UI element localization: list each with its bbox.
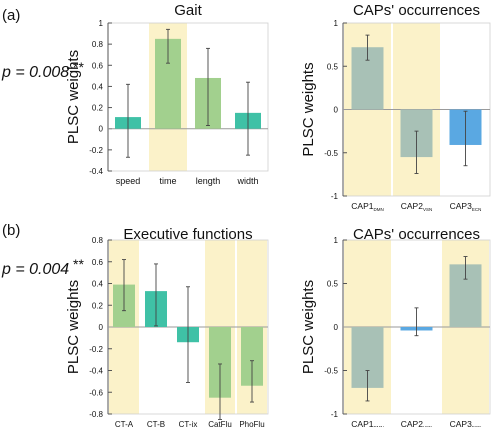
- panel-a-category-label: time: [159, 176, 176, 186]
- panel-c-ytick-label: -0.4: [89, 367, 103, 376]
- row-b-significance-stars: **: [73, 256, 84, 272]
- panel-c-ytick-label: 0: [99, 323, 104, 332]
- panel-a-ytick-label: 0.2: [92, 104, 104, 113]
- panel-b-ytick-label: 0: [334, 106, 339, 115]
- panel-c-category-label: CatFlu: [208, 420, 232, 427]
- panel-c-ylabel: PLSC weights: [65, 280, 82, 374]
- panel-b-ytick-label: 0.5: [327, 62, 339, 71]
- panel-c-ytick-label: 0.2: [92, 301, 104, 310]
- panel-c-title: Executive functions: [123, 226, 252, 243]
- row-b-label: (b): [2, 222, 20, 239]
- panel-a-title: Gait: [174, 2, 202, 19]
- panel-a-ytick-label: 1: [99, 19, 104, 28]
- panel-c-ytick-label: 0.8: [92, 236, 104, 245]
- panel-c-ytick-label: -0.6: [89, 388, 103, 397]
- panel-c-bar-5: [241, 327, 263, 386]
- panel-b-category-label: CAP2VSN: [401, 201, 432, 212]
- panel-a-category-label: width: [236, 176, 258, 186]
- panel-d-ylabel: PLSC weights: [300, 280, 317, 374]
- panel-a-axes-frame: [107, 22, 269, 172]
- panel-b-category-label: CAP3ECN: [450, 201, 482, 212]
- panel-c-category-label: CT-ix: [179, 420, 198, 427]
- panel-d-category-label: CAP1DMN: [351, 419, 383, 427]
- panel-d-title: CAPs' occurrences: [353, 226, 480, 243]
- panel-a-ylabel: PLSC weights: [65, 50, 82, 144]
- panel-d-ytick-label: 0: [334, 323, 339, 332]
- panel-c-ytick-label: 0.4: [92, 280, 104, 289]
- row-a-p-value: p = 0.008: [1, 64, 69, 81]
- panel-d-category-label: CAP3ECN: [450, 419, 482, 427]
- panel-a: -0.4 -0.2 0 0.2 0.4 0.6 0.8 1 speed time length wid…: [65, 2, 269, 186]
- panel-a-ytick-label: 0.8: [92, 40, 104, 49]
- panel-a-ytick-label: -0.4: [89, 167, 103, 176]
- panel-a-category-label: length: [196, 176, 221, 186]
- panel-a-ytick-label: -0.2: [89, 146, 103, 155]
- panel-a-ytick-label: 0.6: [92, 61, 104, 70]
- panel-c-ytick-label: 0.6: [92, 258, 104, 267]
- panel-b-title: CAPs' occurrences: [353, 2, 480, 19]
- panel-b-ytick-label: 1: [334, 19, 339, 28]
- panel-a-ytick-label: 0.4: [92, 82, 104, 91]
- panel-c-category-label: CT-A: [115, 420, 134, 427]
- chart-panels: -0.4 -0.2 0 0.2 0.4 0.6 0.8 1 speed time length wid…: [65, 2, 491, 427]
- panel-b-ytick-label: -1: [331, 192, 339, 201]
- panel-d-category-label: CAP2VSN: [401, 419, 432, 427]
- panel-a-category-label: speed: [116, 176, 141, 186]
- panel-c: -0.8 -0.6 -0.4 -0.2 0 0.2 0.4 0.6 0.8 CT-A CT-B CT-…: [65, 226, 269, 427]
- panel-c-category-label: PhoFlu: [239, 420, 264, 427]
- panel-c-category-label: CT-B: [147, 420, 165, 427]
- row-a-significance-stars: **: [73, 59, 84, 75]
- panel-b-ytick-label: -0.5: [324, 149, 338, 158]
- panel-b: -1 -0.5 0 0.5 1 CAP1DMN CAP2VSN CAP3ECN CAPs' oc…: [300, 2, 491, 212]
- panel-c-bar-4: [209, 327, 231, 398]
- panel-b-ylabel: PLSC weights: [300, 62, 317, 156]
- panel-d-ytick-label: 1: [334, 236, 339, 245]
- panel-d-ytick-label: 0.5: [327, 280, 339, 289]
- panel-c-ytick-label: -0.2: [89, 345, 103, 354]
- panel-c-ytick-label: -0.8: [89, 410, 103, 419]
- row-a-label: (a): [2, 7, 20, 24]
- panel-d: -1 -0.5 0 0.5 1 CAP1DMN CAP2VSN CAP3ECN CAPs' oc…: [300, 226, 491, 427]
- panel-d-ytick-label: -0.5: [324, 367, 338, 376]
- panel-b-category-label: CAP1DMN: [351, 201, 383, 212]
- row-b-p-value: p = 0.004: [1, 261, 69, 278]
- panel-a-ytick-label: 0: [99, 125, 104, 134]
- panel-d-ytick-label: -1: [331, 410, 339, 419]
